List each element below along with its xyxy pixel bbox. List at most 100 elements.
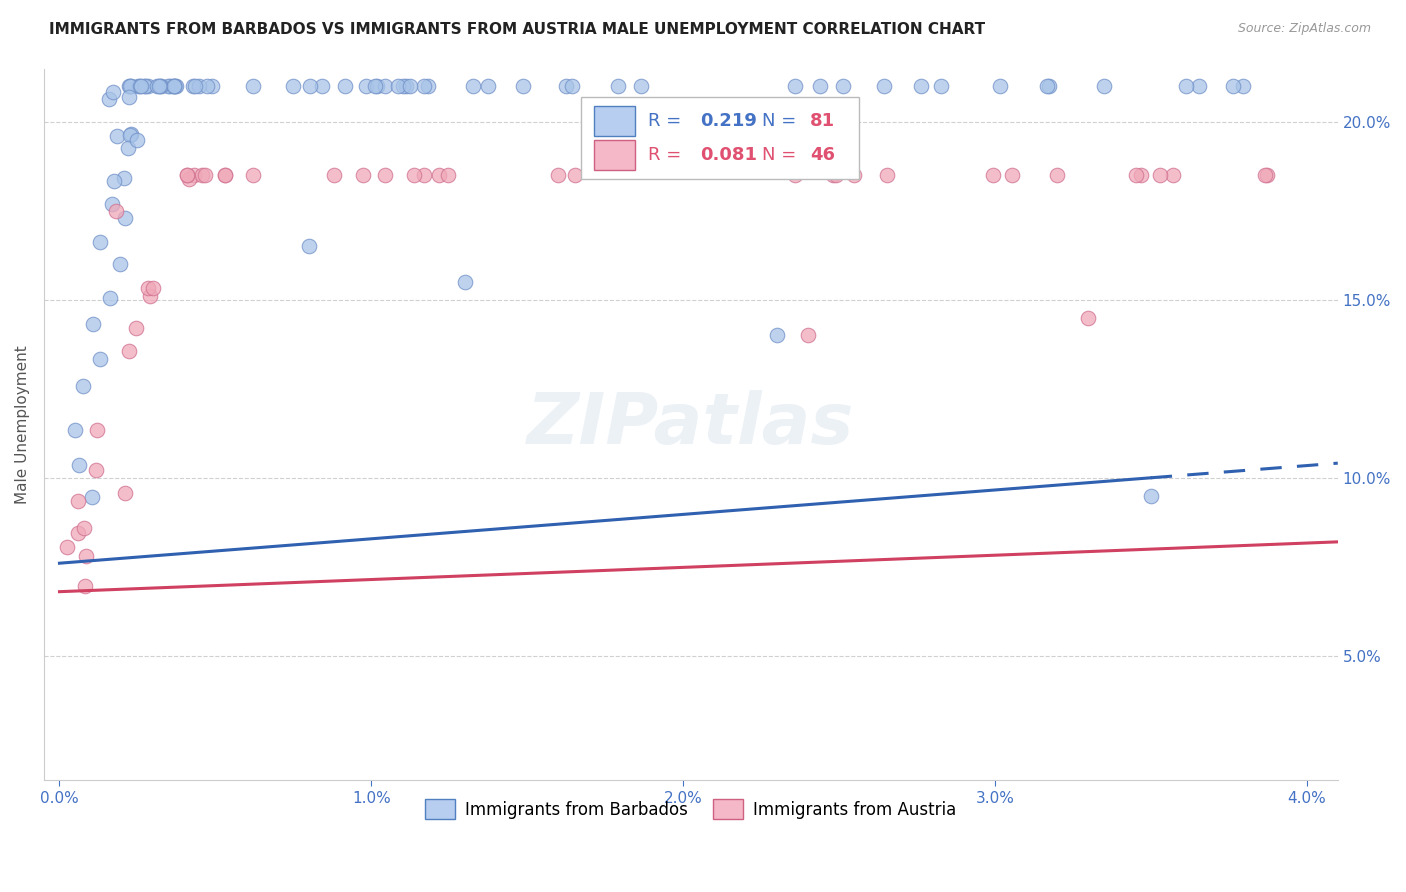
Point (66, 493, 89, 508)
Text: R =: R = (648, 112, 688, 130)
Point (1188, 79, 1211, 94)
Text: ZIPatlas: ZIPatlas (527, 390, 855, 458)
Point (412, 169, 434, 183)
Point (163, 79, 186, 94)
Point (103, 174, 125, 188)
Point (98, 291, 121, 305)
Text: 46: 46 (810, 146, 835, 164)
Point (374, 79, 396, 94)
Point (101, 196, 124, 211)
Point (1161, 169, 1184, 183)
Point (118, 79, 141, 94)
Point (561, 79, 583, 94)
Point (73, 579, 96, 593)
Text: IMMIGRANTS FROM BARBADOS VS IMMIGRANTS FROM AUSTRIA MALE UNEMPLOYMENT CORRELATIO: IMMIGRANTS FROM BARBADOS VS IMMIGRANTS F… (49, 22, 986, 37)
Point (395, 79, 418, 94)
Point (1256, 169, 1278, 183)
Point (125, 321, 148, 335)
FancyBboxPatch shape (593, 140, 636, 169)
Point (129, 79, 152, 94)
Point (80, 490, 103, 504)
Point (120, 79, 142, 94)
Point (165, 79, 187, 94)
Text: R =: R = (648, 146, 688, 164)
Point (194, 169, 217, 183)
Point (363, 79, 385, 94)
Point (183, 169, 205, 183)
Point (163, 79, 186, 94)
Point (118, 344, 141, 359)
Point (127, 133, 149, 147)
Point (118, 128, 141, 142)
Point (392, 79, 415, 94)
Point (72, 378, 94, 392)
Text: 0.081: 0.081 (700, 146, 756, 164)
Point (298, 239, 321, 253)
Point (184, 79, 207, 94)
FancyBboxPatch shape (581, 97, 859, 178)
Point (283, 79, 305, 94)
Point (366, 79, 388, 94)
Point (299, 79, 322, 94)
Point (477, 79, 499, 94)
Point (1139, 489, 1161, 503)
Text: N =: N = (762, 112, 801, 130)
Point (831, 79, 853, 94)
Point (1232, 79, 1254, 94)
Point (176, 169, 198, 183)
Point (796, 328, 818, 343)
Point (413, 79, 436, 94)
Point (195, 79, 218, 94)
Point (105, 128, 128, 143)
Point (142, 280, 165, 294)
Point (136, 79, 159, 94)
Point (134, 79, 156, 94)
Point (139, 288, 162, 302)
Text: N =: N = (762, 146, 801, 164)
Point (1125, 169, 1147, 183)
Point (335, 79, 357, 94)
Point (354, 79, 377, 94)
Point (630, 79, 652, 94)
Point (427, 169, 450, 183)
Point (118, 90, 141, 104)
Point (929, 79, 952, 94)
Point (146, 79, 169, 94)
Point (1077, 310, 1099, 325)
Point (810, 79, 832, 94)
Point (66, 526, 89, 541)
Point (181, 79, 204, 94)
Point (103, 86, 125, 100)
Point (188, 79, 211, 94)
Point (214, 169, 236, 183)
Point (783, 79, 806, 94)
Point (512, 79, 534, 94)
Point (82, 317, 104, 331)
Point (56, 540, 79, 554)
Point (844, 169, 866, 183)
Point (63, 423, 86, 437)
Point (108, 256, 131, 270)
Legend: Immigrants from Barbados, Immigrants from Austria: Immigrants from Barbados, Immigrants fro… (419, 793, 963, 825)
Point (201, 79, 224, 94)
FancyBboxPatch shape (593, 106, 636, 136)
Point (1174, 79, 1197, 94)
Point (322, 169, 344, 183)
Point (399, 79, 422, 94)
Point (191, 169, 214, 183)
Point (136, 281, 159, 295)
Point (876, 169, 898, 183)
Point (242, 79, 264, 94)
Point (148, 79, 170, 94)
Point (114, 211, 136, 225)
Point (821, 169, 844, 183)
Text: 81: 81 (810, 112, 835, 130)
Text: Source: ZipAtlas.com: Source: ZipAtlas.com (1237, 22, 1371, 36)
Point (1222, 79, 1244, 94)
Point (387, 79, 409, 94)
Point (120, 79, 142, 94)
Point (117, 140, 139, 154)
Point (242, 169, 264, 183)
Point (97, 93, 120, 107)
Point (564, 169, 586, 183)
